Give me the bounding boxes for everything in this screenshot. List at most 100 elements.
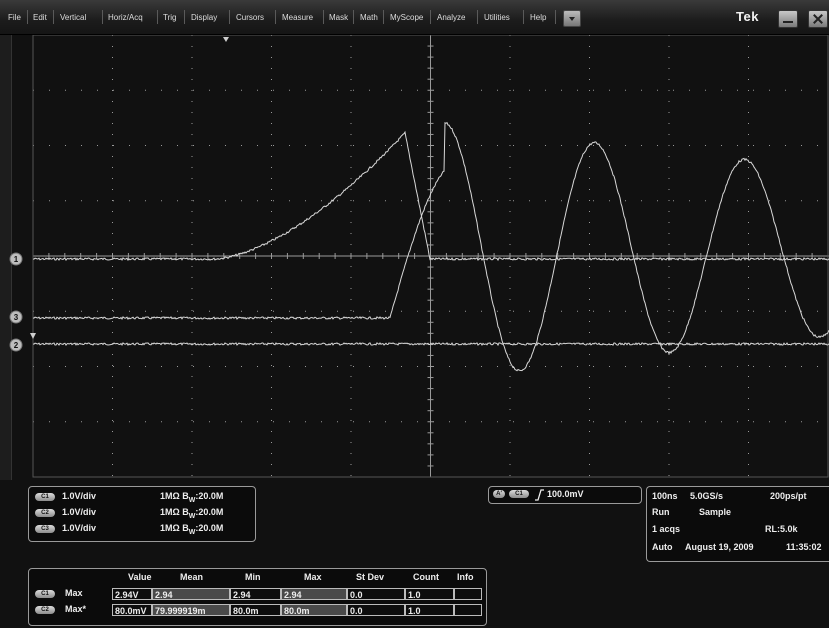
grid-dot xyxy=(350,453,352,454)
menu-measure[interactable]: Measure xyxy=(282,13,314,22)
grid-dot xyxy=(609,310,610,312)
ch1-bandwidth: :20.0M xyxy=(195,491,224,501)
ch2-bw-label: B xyxy=(182,507,189,517)
grid-dot xyxy=(271,288,272,289)
row1-value: 2.94V xyxy=(112,588,152,600)
grid-dot xyxy=(225,200,226,202)
grid-dot xyxy=(191,299,193,300)
grid-dot xyxy=(417,366,418,367)
grid-dot xyxy=(509,266,511,267)
waveform-display[interactable]: 1 3 2 xyxy=(0,35,829,481)
grid-dot xyxy=(350,112,352,113)
row1-measurement-name[interactable]: Max xyxy=(65,588,83,598)
ch2-ground-marker[interactable]: 2 xyxy=(9,338,23,352)
grid-dot xyxy=(497,200,498,202)
ch3-badge[interactable]: C3 xyxy=(35,525,55,533)
grid-dot xyxy=(350,211,352,212)
grid-dot xyxy=(350,90,352,91)
grid-dot xyxy=(191,233,193,234)
menu-file[interactable]: File xyxy=(8,13,21,22)
grid-dot xyxy=(817,145,818,146)
grid-dot xyxy=(689,145,690,146)
ch3-ground-marker[interactable]: 3 xyxy=(9,310,23,324)
menu-vertical[interactable]: Vertical xyxy=(60,13,87,22)
grid-dot xyxy=(737,89,738,91)
grid-dot xyxy=(481,310,482,312)
menu-separator xyxy=(102,10,103,24)
grid-dot xyxy=(668,365,670,366)
grid-dot xyxy=(589,398,590,399)
grid-dot xyxy=(589,57,590,58)
trigger-readout[interactable]: A' C1 100.0mV xyxy=(488,486,642,504)
grid-dot xyxy=(509,211,511,212)
ch3-scale[interactable]: 1.0V/div xyxy=(62,523,97,533)
grid-dot xyxy=(737,200,738,202)
acquisition-readout[interactable]: 100ns 5.0GS/s 200ps/pt Run Sample 1 acqs… xyxy=(646,486,829,562)
grid-dot xyxy=(273,200,274,202)
menu-cursors[interactable]: Cursors xyxy=(236,13,265,22)
grid-dot xyxy=(112,365,113,366)
grid-dot xyxy=(112,189,113,190)
trigger-position-marker[interactable] xyxy=(223,37,229,42)
grid-dot xyxy=(509,387,511,388)
grid-dot xyxy=(589,134,590,135)
menu-utilities[interactable]: Utilities xyxy=(484,13,510,22)
menu-display[interactable]: Display xyxy=(191,13,218,22)
grid-dot xyxy=(748,332,749,333)
menu-dropdown-button[interactable] xyxy=(563,10,581,27)
row1-min: 2.94 xyxy=(230,588,281,600)
menu-mask[interactable]: Mask xyxy=(329,13,349,22)
grid-dot xyxy=(191,475,193,476)
grid-dot xyxy=(668,387,670,388)
grid-dot xyxy=(509,233,511,234)
grid-dot xyxy=(321,310,322,312)
ch1-ground-marker[interactable]: 1 xyxy=(9,252,23,266)
grid-dot xyxy=(748,310,749,311)
measurements-table[interactable]: Value Mean Min Max St Dev Count Info C1 … xyxy=(28,568,487,626)
grid-dot xyxy=(668,299,670,300)
grid-dot xyxy=(449,310,450,312)
grid-dot xyxy=(209,145,210,146)
menu-analyze[interactable]: Analyze xyxy=(437,13,466,22)
grid-dot xyxy=(161,200,162,202)
grid-dot xyxy=(769,200,770,202)
acq-count: 1 acqs xyxy=(652,524,681,534)
ch1-scale[interactable]: 1.0V/div xyxy=(62,491,97,501)
grid-dot xyxy=(271,387,272,388)
grid-dot xyxy=(112,277,113,278)
grid-dot xyxy=(657,200,658,202)
grid-dot xyxy=(385,89,386,91)
close-button[interactable] xyxy=(808,10,828,28)
grid-dot xyxy=(561,310,562,312)
menu-separator xyxy=(477,10,478,24)
menu-edit[interactable]: Edit xyxy=(33,13,47,22)
grid-dot xyxy=(577,310,578,312)
menu-horiz-acq[interactable]: Horiz/Acq xyxy=(108,13,143,22)
grid-dot xyxy=(350,222,352,223)
grid-dot xyxy=(668,90,670,91)
ch1-badge[interactable]: C1 xyxy=(35,493,55,501)
ch2-scale[interactable]: 1.0V/div xyxy=(62,507,97,517)
menu-myscope[interactable]: MyScope xyxy=(390,13,424,22)
grid-dot xyxy=(350,376,352,377)
grid-dot xyxy=(481,366,482,367)
row2-measurement-name[interactable]: Max* xyxy=(65,604,87,614)
menu-math[interactable]: Math xyxy=(360,13,378,22)
grid-dot xyxy=(112,101,113,102)
grid-dot xyxy=(65,89,66,91)
grid-dot xyxy=(191,222,193,223)
menu-help[interactable]: Help xyxy=(530,13,547,22)
ch2-badge[interactable]: C2 xyxy=(35,509,55,517)
grid-dot xyxy=(589,277,590,278)
grid-dot xyxy=(593,89,594,91)
trigger-level-marker[interactable] xyxy=(30,333,36,339)
row2-info xyxy=(454,604,482,616)
tek-logo: Tek xyxy=(736,9,759,24)
grid-dot xyxy=(668,321,670,322)
row1-st-dev: 0.0 xyxy=(347,588,405,600)
grid-dot xyxy=(769,145,770,146)
grid-dot xyxy=(753,200,754,202)
grid-dot xyxy=(145,310,146,312)
menu-trig[interactable]: Trig xyxy=(163,13,177,22)
minimize-button[interactable] xyxy=(778,10,798,28)
